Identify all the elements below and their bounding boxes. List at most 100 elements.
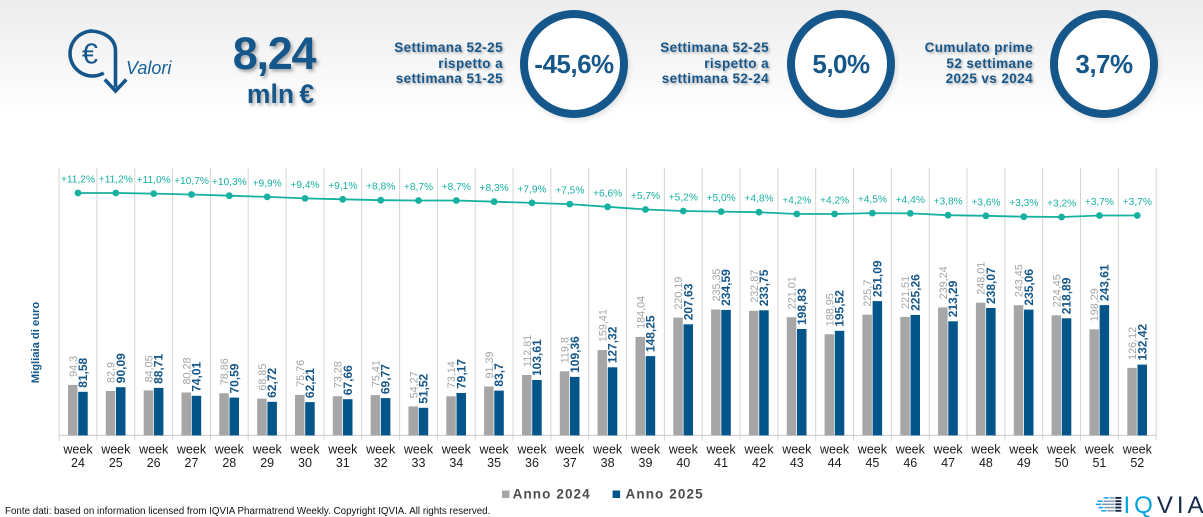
svg-text:32: 32 [374, 456, 388, 470]
svg-text:Migliaia di euro: Migliaia di euro [30, 302, 42, 384]
svg-text:213,29: 213,29 [946, 280, 960, 317]
svg-text:Anno 2024: Anno 2024 [513, 486, 591, 501]
svg-text:+8,3%: +8,3% [480, 183, 509, 194]
svg-text:+11,0%: +11,0% [137, 175, 171, 186]
svg-text:week: week [516, 443, 547, 457]
svg-text:73,14: 73,14 [446, 361, 458, 388]
svg-text:109,36: 109,36 [568, 336, 582, 373]
svg-text:198,29: 198,29 [1089, 288, 1101, 321]
svg-text:159,41: 159,41 [597, 309, 609, 342]
svg-text:35: 35 [487, 456, 501, 470]
svg-text:week: week [819, 443, 850, 457]
svg-text:+8,7%: +8,7% [442, 182, 471, 193]
svg-text:225,7: 225,7 [862, 280, 874, 307]
svg-text:week: week [327, 443, 358, 457]
svg-text:119,8: 119,8 [560, 337, 572, 363]
svg-text:67,66: 67,66 [341, 365, 355, 395]
svg-text:IQVIA: IQVIA [1124, 492, 1203, 517]
svg-text:132,42: 132,42 [1135, 324, 1149, 361]
svg-text:week: week [895, 443, 926, 457]
svg-text:54,27: 54,27 [408, 371, 420, 398]
svg-text:week: week [1008, 443, 1039, 457]
svg-text:week: week [479, 443, 510, 457]
svg-text:+5,0%: +5,0% [707, 193, 736, 204]
svg-text:+7,9%: +7,9% [517, 184, 546, 195]
svg-text:84,05: 84,05 [144, 355, 156, 382]
svg-text:243,61: 243,61 [1097, 264, 1111, 301]
svg-text:+11,2%: +11,2% [99, 175, 133, 186]
svg-text:73,28: 73,28 [333, 361, 345, 388]
svg-text:248,01: 248,01 [976, 262, 988, 295]
svg-text:week: week [630, 443, 661, 457]
svg-text:25: 25 [109, 456, 123, 470]
svg-text:68,85: 68,85 [257, 364, 269, 391]
svg-text:52: 52 [1130, 456, 1144, 470]
svg-text:233,75: 233,75 [757, 269, 771, 306]
svg-text:+8,8%: +8,8% [366, 182, 395, 193]
svg-text:49: 49 [1017, 456, 1031, 470]
svg-text:188,95: 188,95 [824, 293, 836, 326]
svg-text:88,71: 88,71 [152, 354, 166, 384]
svg-text:45: 45 [865, 456, 879, 470]
svg-text:94,3: 94,3 [68, 356, 80, 377]
svg-text:+3,8%: +3,8% [934, 197, 963, 208]
svg-text:week: week [743, 443, 774, 457]
svg-text:235,35: 235,35 [711, 268, 723, 301]
svg-text:+10,3%: +10,3% [212, 177, 247, 188]
svg-text:91,39: 91,39 [484, 351, 496, 378]
svg-text:week: week [933, 443, 964, 457]
svg-text:51,52: 51,52 [417, 373, 431, 403]
svg-text:225,26: 225,26 [908, 274, 922, 311]
svg-text:33: 33 [412, 456, 426, 470]
svg-text:70,59: 70,59 [227, 363, 241, 393]
svg-text:234,59: 234,59 [719, 269, 733, 306]
svg-text:week: week [592, 443, 623, 457]
svg-text:+3,6%: +3,6% [971, 197, 1000, 208]
svg-text:+11,2%: +11,2% [61, 175, 95, 186]
svg-text:week: week [62, 443, 93, 457]
svg-text:week: week [214, 443, 245, 457]
svg-text:44: 44 [828, 456, 842, 470]
svg-text:week: week [706, 443, 737, 457]
svg-text:36: 36 [525, 456, 539, 470]
svg-text:Anno 2025: Anno 2025 [626, 486, 704, 501]
svg-text:week: week [252, 443, 283, 457]
svg-text:37: 37 [563, 456, 577, 470]
svg-text:+9,1%: +9,1% [328, 181, 357, 192]
svg-text:126,12: 126,12 [1127, 327, 1139, 360]
svg-text:week: week [668, 443, 699, 457]
svg-text:week: week [970, 443, 1001, 457]
svg-text:195,52: 195,52 [833, 290, 847, 327]
svg-text:78,86: 78,86 [219, 358, 231, 385]
svg-text:Fonte dati: based on informati: Fonte dati: based on information license… [5, 506, 490, 517]
svg-text:74,01: 74,01 [190, 361, 204, 391]
svg-text:46: 46 [903, 456, 917, 470]
svg-text:224,45: 224,45 [1051, 274, 1063, 307]
svg-text:112,81: 112,81 [522, 335, 534, 367]
svg-text:103,61: 103,61 [530, 339, 544, 376]
svg-text:50: 50 [1055, 456, 1069, 470]
svg-text:week: week [441, 443, 472, 457]
svg-text:week: week [554, 443, 585, 457]
svg-text:48: 48 [979, 456, 993, 470]
svg-text:220,19: 220,19 [673, 277, 685, 310]
svg-text:75,41: 75,41 [371, 360, 383, 387]
svg-text:79,17: 79,17 [454, 359, 468, 389]
svg-text:week: week [365, 443, 396, 457]
svg-text:week: week [1046, 443, 1077, 457]
svg-text:83,7: 83,7 [492, 363, 506, 387]
svg-text:62,21: 62,21 [303, 368, 317, 398]
svg-text:week: week [289, 443, 320, 457]
svg-text:127,32: 127,32 [606, 326, 620, 363]
svg-text:47: 47 [941, 456, 955, 470]
svg-text:+8,7%: +8,7% [404, 182, 433, 193]
svg-text:34: 34 [449, 456, 463, 470]
svg-text:51: 51 [1092, 456, 1106, 470]
svg-text:€: € [82, 38, 98, 70]
svg-text:238,07: 238,07 [984, 267, 998, 304]
svg-text:week: week [1084, 443, 1115, 457]
svg-text:43: 43 [790, 456, 804, 470]
svg-text:198,83: 198,83 [795, 288, 809, 325]
svg-text:42: 42 [752, 456, 766, 470]
svg-text:week: week [403, 443, 434, 457]
